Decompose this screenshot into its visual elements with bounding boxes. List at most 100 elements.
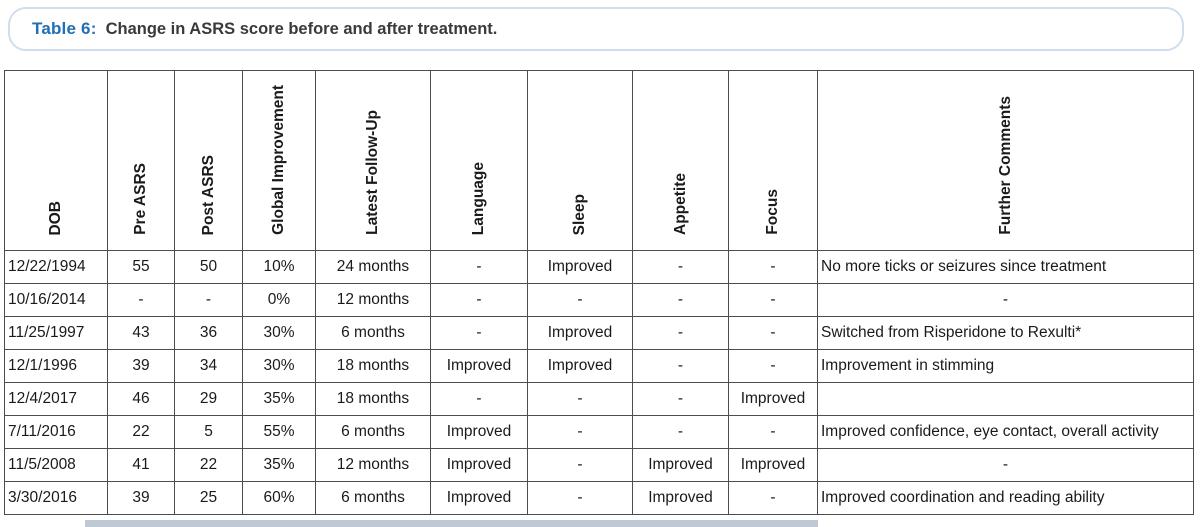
table-cell-focus: - xyxy=(728,481,818,515)
table-cell-latest-follow-up: 12 months xyxy=(315,448,431,482)
table-cell-language: - xyxy=(430,250,528,284)
table-cell-language: - xyxy=(430,316,528,350)
table-row: 12/1/1996 39 34 30% 18 months Improved Improve… xyxy=(4,349,1194,383)
table-cell-pre-asrs: 39 xyxy=(107,481,175,515)
table-row: 11/25/1997 43 36 30% 6 months - Improved - - Swit… xyxy=(4,316,1194,350)
table-cell-focus: - xyxy=(728,415,818,449)
column-header-latest-follow-up: Latest Follow-Up xyxy=(315,70,431,251)
table-cell-pre-asrs: 43 xyxy=(107,316,175,350)
table-cell-pre-asrs: - xyxy=(107,283,175,317)
table-cell-latest-follow-up: 6 months xyxy=(315,316,431,350)
table-cell-further-comments: - xyxy=(817,448,1194,482)
table-cell-dob: 12/4/2017 xyxy=(4,382,108,416)
table-cell-language: Improved xyxy=(430,349,528,383)
table-cell-dob: 11/5/2008 xyxy=(4,448,108,482)
table-cell-sleep: - xyxy=(527,382,633,416)
table-cell-sleep: Improved xyxy=(527,250,633,284)
table-cell-global-improvement: 35% xyxy=(242,448,316,482)
table-cell-sleep: - xyxy=(527,481,633,515)
table-cell-post-asrs: 22 xyxy=(174,448,243,482)
column-header-label: Further Comments xyxy=(996,96,1014,235)
table-cell-language: - xyxy=(430,283,528,317)
table-cell-global-improvement: 10% xyxy=(242,250,316,284)
column-header-language: Language xyxy=(430,70,528,251)
table-cell-pre-asrs: 22 xyxy=(107,415,175,449)
table-cell-appetite: - xyxy=(632,316,729,350)
table-cell-dob: 11/25/1997 xyxy=(4,316,108,350)
column-header-sleep: Sleep xyxy=(527,70,633,251)
table-cell-sleep: Improved xyxy=(527,316,633,350)
table-cell-pre-asrs: 46 xyxy=(107,382,175,416)
column-header-label: Pre ASRS xyxy=(132,163,150,235)
table-cell-dob: 12/22/1994 xyxy=(4,250,108,284)
table-cell-dob: 12/1/1996 xyxy=(4,349,108,383)
page-edge-band xyxy=(85,520,818,527)
table-cell-focus: - xyxy=(728,250,818,284)
table-row: 11/5/2008 41 22 35% 12 months Improved - Improv… xyxy=(4,448,1194,482)
table-caption-label: Table 6: xyxy=(32,19,97,38)
table-cell-appetite: - xyxy=(632,349,729,383)
table-row: 3/30/2016 39 25 60% 6 months Improved - Improve… xyxy=(4,481,1194,515)
table-cell-focus: - xyxy=(728,316,818,350)
column-header-appetite: Appetite xyxy=(632,70,729,251)
table-row: 7/11/2016 22 5 55% 6 months Improved - - - Improv… xyxy=(4,415,1194,449)
table-cell-language: Improved xyxy=(430,415,528,449)
table-cell-further-comments xyxy=(817,382,1194,416)
column-header-post-asrs: Post ASRS xyxy=(174,70,243,251)
table-cell-sleep: - xyxy=(527,448,633,482)
table-cell-dob: 7/11/2016 xyxy=(4,415,108,449)
table-cell-global-improvement: 0% xyxy=(242,283,316,317)
table-cell-global-improvement: 30% xyxy=(242,349,316,383)
table-cell-focus: Improved xyxy=(728,382,818,416)
table-cell-dob: 3/30/2016 xyxy=(4,481,108,515)
column-header-label: Global Improvement xyxy=(270,85,288,235)
column-header-label: DOB xyxy=(47,200,65,235)
column-header-focus: Focus xyxy=(728,70,818,251)
column-header-further-comments: Further Comments xyxy=(817,70,1194,251)
table-cell-post-asrs: 36 xyxy=(174,316,243,350)
column-header-label: Latest Follow-Up xyxy=(364,110,382,235)
table-cell-appetite: - xyxy=(632,250,729,284)
table-cell-appetite: Improved xyxy=(632,448,729,482)
column-header-label: Sleep xyxy=(571,193,589,235)
table-caption: Table 6: Change in ASRS score before and… xyxy=(8,7,1184,51)
column-header-pre-asrs: Pre ASRS xyxy=(107,70,175,251)
table-cell-appetite: Improved xyxy=(632,481,729,515)
table-cell-pre-asrs: 39 xyxy=(107,349,175,383)
table-cell-sleep: - xyxy=(527,283,633,317)
table-cell-post-asrs: 50 xyxy=(174,250,243,284)
table-cell-pre-asrs: 55 xyxy=(107,250,175,284)
column-header-label: Post ASRS xyxy=(199,154,217,235)
table-cell-pre-asrs: 41 xyxy=(107,448,175,482)
table-cell-appetite: - xyxy=(632,415,729,449)
table-cell-post-asrs: 34 xyxy=(174,349,243,383)
table-cell-language: Improved xyxy=(430,448,528,482)
table-cell-sleep: Improved xyxy=(527,349,633,383)
table-cell-focus: - xyxy=(728,349,818,383)
column-header-dob: DOB xyxy=(4,70,108,251)
table-cell-further-comments: Improvement in stimming xyxy=(817,349,1194,383)
table-cell-dob: 10/16/2014 xyxy=(4,283,108,317)
table-cell-latest-follow-up: 18 months xyxy=(315,382,431,416)
table-cell-post-asrs: 5 xyxy=(174,415,243,449)
table-cell-post-asrs: 25 xyxy=(174,481,243,515)
table-cell-global-improvement: 35% xyxy=(242,382,316,416)
table-cell-latest-follow-up: 18 months xyxy=(315,349,431,383)
table-cell-post-asrs: 29 xyxy=(174,382,243,416)
table-cell-latest-follow-up: 6 months xyxy=(315,481,431,515)
asrs-table: DOB Pre ASRS Post ASRS Global Improvement La… xyxy=(4,70,1194,515)
table-cell-language: Improved xyxy=(430,481,528,515)
table-cell-further-comments: No more ticks or seizures since treatmen… xyxy=(817,250,1194,284)
table-cell-further-comments: Improved confidence, eye contact, overal… xyxy=(817,415,1194,449)
column-header-label: Focus xyxy=(764,189,782,235)
table-cell-global-improvement: 30% xyxy=(242,316,316,350)
table-row: 12/22/1994 55 50 10% 24 months - Improved - - No … xyxy=(4,250,1194,284)
table-cell-appetite: - xyxy=(632,382,729,416)
table-row: 12/4/2017 46 29 35% 18 months - - - Improved xyxy=(4,382,1194,416)
table-cell-focus: - xyxy=(728,283,818,317)
column-header-label: Appetite xyxy=(671,173,689,235)
table-cell-post-asrs: - xyxy=(174,283,243,317)
table-cell-global-improvement: 55% xyxy=(242,415,316,449)
table-cell-appetite: - xyxy=(632,283,729,317)
